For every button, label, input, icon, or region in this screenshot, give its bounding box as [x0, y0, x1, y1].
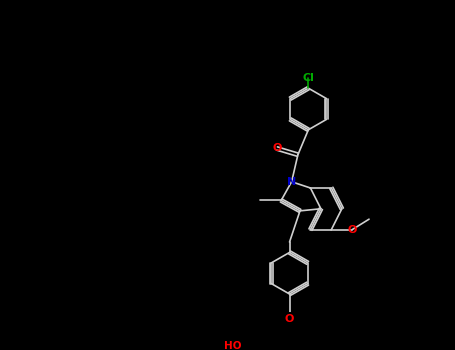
Text: Cl: Cl	[303, 73, 314, 83]
Text: O: O	[272, 144, 282, 154]
Text: O: O	[348, 225, 357, 235]
Text: N: N	[287, 177, 296, 187]
Text: O: O	[285, 314, 294, 324]
Text: HO: HO	[224, 341, 242, 350]
